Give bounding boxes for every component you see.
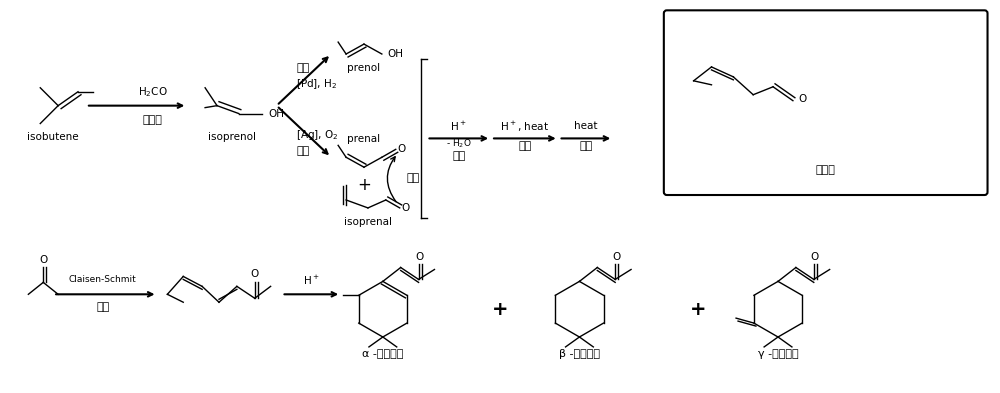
Text: OH: OH (388, 49, 404, 59)
Text: [Ag], O$_2$: [Ag], O$_2$ (296, 129, 339, 142)
Text: 异构: 异构 (296, 63, 310, 73)
Text: 缩合: 缩合 (452, 151, 465, 161)
Text: O: O (39, 255, 47, 264)
Text: O: O (799, 94, 807, 104)
Text: γ -紫罗兰酮: γ -紫罗兰酮 (758, 349, 798, 359)
Text: H$_2$CO: H$_2$CO (138, 85, 167, 99)
Text: α -紫罗兰酮: α -紫罗兰酮 (362, 349, 404, 359)
Text: O: O (251, 270, 259, 279)
Text: 转位: 转位 (407, 173, 420, 183)
Text: O: O (612, 252, 620, 262)
Text: +: + (690, 300, 707, 319)
FancyBboxPatch shape (664, 10, 988, 195)
Text: 氧化: 氧化 (296, 146, 310, 156)
Text: +: + (357, 176, 371, 194)
Text: OH: OH (269, 108, 285, 119)
Text: 缩合: 缩合 (96, 302, 109, 312)
Text: Claisen-Schmit: Claisen-Schmit (69, 275, 137, 284)
Text: O: O (415, 252, 424, 262)
Text: H$^+$: H$^+$ (450, 120, 467, 133)
Text: O: O (398, 144, 406, 154)
Text: H$^+$, heat: H$^+$, heat (500, 119, 549, 134)
Text: heat: heat (574, 121, 598, 132)
Text: β -紫罗兰酮: β -紫罗兰酮 (559, 349, 600, 359)
Text: isobutene: isobutene (27, 132, 79, 142)
Text: [Pd], H$_2$: [Pd], H$_2$ (296, 77, 338, 91)
Text: +: + (492, 300, 508, 319)
Text: O: O (811, 252, 819, 262)
Text: 普林斯: 普林斯 (143, 114, 162, 125)
Text: 柠樼醒: 柠樼醒 (816, 165, 836, 175)
Text: - H$_2$O: - H$_2$O (446, 137, 472, 150)
Text: prenol: prenol (347, 63, 381, 73)
Text: isoprenol: isoprenol (208, 132, 256, 142)
Text: H$^+$: H$^+$ (303, 274, 320, 287)
Text: prenal: prenal (347, 134, 381, 144)
Text: 重排: 重排 (579, 141, 593, 151)
Text: isoprenal: isoprenal (344, 217, 392, 227)
Text: O: O (402, 203, 410, 213)
Text: 裂解: 裂解 (518, 141, 531, 151)
